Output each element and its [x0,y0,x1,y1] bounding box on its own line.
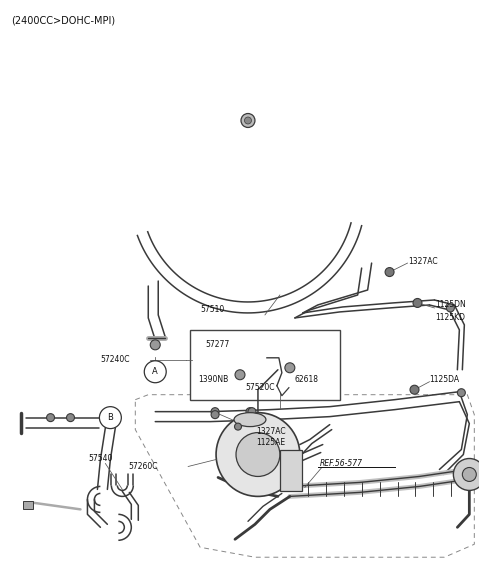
Bar [190,330,340,400]
Circle shape [285,362,295,373]
Text: 57540: 57540 [88,454,113,463]
Text: 1327AC: 1327AC [256,427,286,436]
Text: 57510: 57510 [200,306,224,314]
Circle shape [248,408,256,416]
Text: 57260C: 57260C [128,462,158,471]
Text: 57240C: 57240C [100,356,130,364]
Circle shape [462,467,476,481]
Circle shape [216,412,300,496]
Text: 1390NB: 1390NB [198,375,228,384]
Circle shape [413,299,422,307]
Circle shape [47,414,55,422]
Text: 57277: 57277 [205,340,229,349]
Circle shape [67,414,74,422]
Text: REF.56-577: REF.56-577 [320,459,363,468]
Circle shape [454,459,480,491]
Circle shape [385,267,394,277]
Circle shape [211,411,219,419]
Circle shape [211,408,219,416]
Text: 1125AE: 1125AE [256,438,285,447]
Circle shape [241,114,255,128]
Text: 1327AC: 1327AC [408,256,438,266]
Ellipse shape [234,412,266,427]
Bar [23,501,33,509]
Circle shape [244,117,252,124]
Text: B: B [108,413,113,422]
Circle shape [235,423,241,430]
Text: 57520C: 57520C [245,383,275,392]
Circle shape [410,385,419,394]
Circle shape [236,433,280,476]
Circle shape [235,370,245,380]
Text: (2400CC>DOHC-MPI): (2400CC>DOHC-MPI) [11,16,115,26]
Circle shape [99,407,121,429]
Text: A: A [152,367,158,376]
Bar [280,450,302,491]
Circle shape [246,408,254,416]
Text: 62618: 62618 [295,375,319,384]
Text: 1125DA: 1125DA [430,375,459,384]
Text: 1125DN: 1125DN [435,300,466,310]
Circle shape [144,361,166,383]
Circle shape [150,340,160,350]
Text: 1125KD: 1125KD [435,313,466,322]
Circle shape [446,304,455,312]
Circle shape [457,389,465,397]
